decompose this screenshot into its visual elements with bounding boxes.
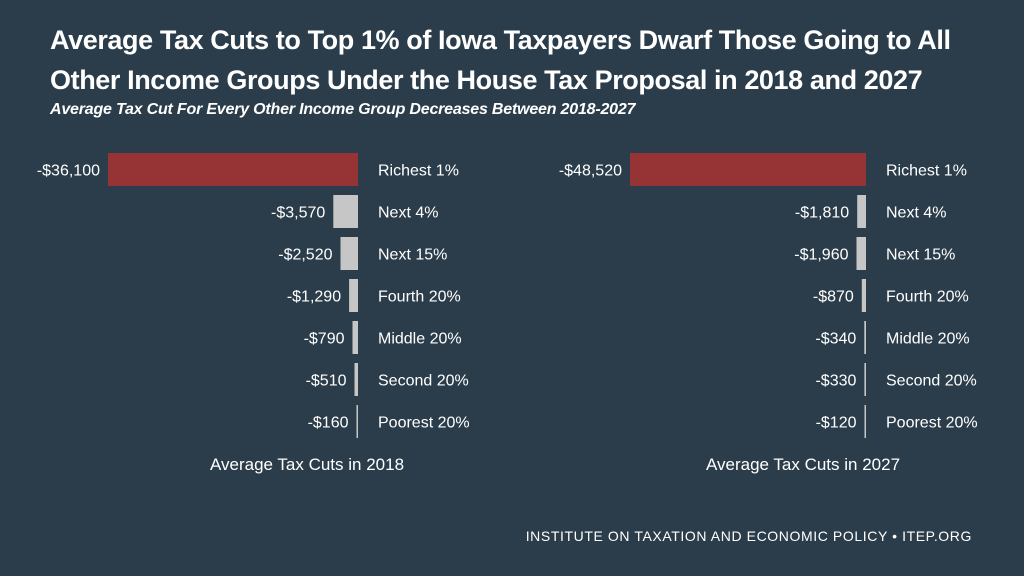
category-label: Second 20%: [886, 373, 977, 390]
bar-second-20: [864, 363, 866, 396]
value-label: -$36,100: [37, 163, 100, 180]
value-label: -$48,520: [559, 163, 622, 180]
bar-middle-20: [864, 321, 866, 354]
value-label: -$1,960: [794, 247, 848, 264]
chart-title: Average Tax Cuts to Top 1% of Iowa Taxpa…: [50, 25, 951, 95]
bar-fourth-20: [349, 279, 358, 312]
category-label: Next 15%: [886, 247, 955, 264]
category-label: Poorest 20%: [378, 415, 470, 432]
category-label: Next 15%: [378, 247, 447, 264]
value-label: -$3,570: [271, 205, 325, 222]
category-label: Next 4%: [886, 205, 946, 222]
chart-2027: -$48,520 Richest 1% -$1,810 Next 4% -$1,960 N…: [559, 153, 978, 474]
value-label: -$870: [813, 289, 854, 306]
bar-poorest-20: [356, 405, 358, 438]
value-label: -$1,290: [287, 289, 341, 306]
category-label: Second 20%: [378, 373, 469, 390]
value-label: -$330: [815, 373, 856, 390]
chart-caption: Average Tax Cuts in 2027: [706, 455, 900, 474]
value-label: -$160: [308, 415, 349, 432]
value-label: -$2,520: [278, 247, 332, 264]
value-label: -$510: [306, 373, 347, 390]
bar-richest-1: [108, 153, 358, 186]
chart-2018: -$36,100 Richest 1% -$3,570 Next 4% -$2,520 N…: [37, 153, 470, 474]
category-label: Next 4%: [378, 205, 438, 222]
value-label: -$120: [816, 415, 857, 432]
bar-next-4: [333, 195, 358, 228]
value-label: -$1,810: [795, 205, 849, 222]
category-label: Richest 1%: [886, 163, 967, 180]
value-label: -$790: [304, 331, 345, 348]
chart-subtitle: Average Tax Cut For Every Other Income G…: [50, 101, 636, 118]
bar-next-4: [857, 195, 866, 228]
bar-fourth-20: [861, 279, 866, 312]
category-label: Richest 1%: [378, 163, 459, 180]
category-label: Fourth 20%: [378, 289, 461, 306]
bar-poorest-20: [864, 405, 866, 438]
bar-next-15: [856, 237, 866, 270]
bar-next-15: [340, 237, 358, 270]
category-label: Middle 20%: [886, 331, 970, 348]
bar-richest-1: [630, 153, 866, 186]
category-label: Fourth 20%: [886, 289, 969, 306]
category-label: Poorest 20%: [886, 415, 978, 432]
category-label: Middle 20%: [378, 331, 462, 348]
bar-second-20: [354, 363, 358, 396]
bar-middle-20: [352, 321, 358, 354]
chart-caption: Average Tax Cuts in 2018: [210, 455, 404, 474]
value-label: -$340: [815, 331, 856, 348]
source-footer: INSTITUTE ON TAXATION AND ECONOMIC POLIC…: [525, 528, 972, 544]
